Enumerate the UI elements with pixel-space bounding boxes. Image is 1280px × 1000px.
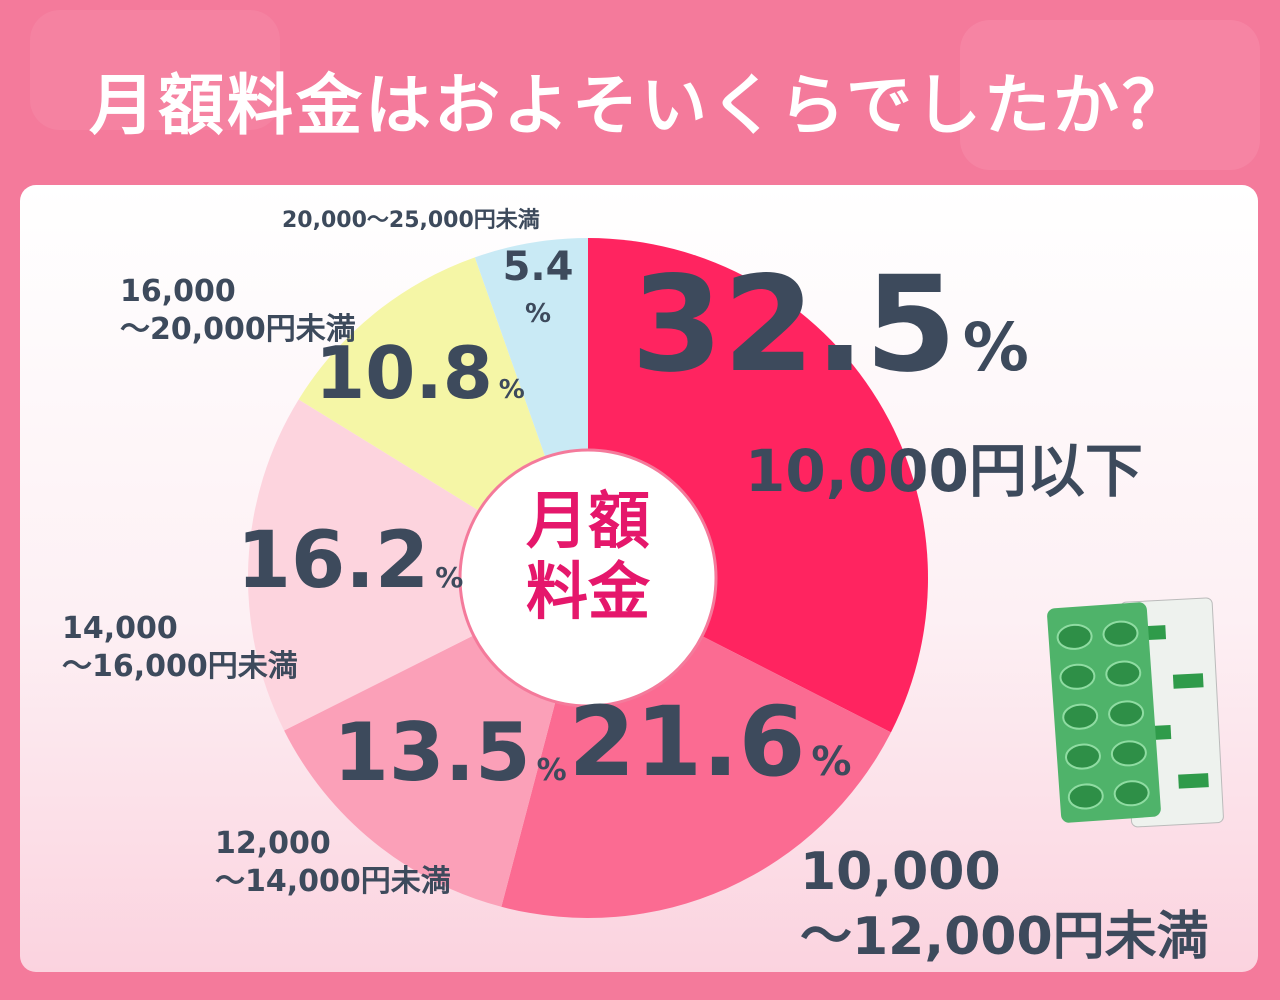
value-label: 10.8% xyxy=(315,331,525,415)
center-label: 月額 料金 xyxy=(525,484,650,629)
background-shape xyxy=(960,20,1260,170)
value-label: 21.6% xyxy=(569,686,852,798)
pie-hole xyxy=(458,448,718,708)
category-label: 14,000 〜16,000円未満 xyxy=(62,611,298,684)
value-label: 13.5% xyxy=(333,706,566,799)
category-label: 20,000〜25,000円未満 xyxy=(282,208,540,233)
background-shape xyxy=(30,10,280,130)
category-label: 16,000 〜20,000円未満 xyxy=(120,274,356,347)
pill-image xyxy=(1047,597,1224,828)
card: 32.5% 21.6% 13.5% 16.2% 10.8% 5.4% 月額 料金 10,0… xyxy=(20,185,1258,972)
pie-slice xyxy=(247,399,588,731)
chart: 32.5%21.6 %13.5 %16.2 %10.8 %5.4% xyxy=(237,238,1029,918)
category-label: 12,000 〜14,000円未満 xyxy=(215,826,451,899)
value-label: 32.5% xyxy=(631,248,1029,402)
value-label: 16.2% xyxy=(237,516,464,606)
category-label: 10,000 〜12,000円未満 xyxy=(800,842,1209,967)
category-label: 10,000円以下 xyxy=(745,437,1143,505)
title: 月額料金はおよそいくらでしたか？ xyxy=(88,67,1192,144)
